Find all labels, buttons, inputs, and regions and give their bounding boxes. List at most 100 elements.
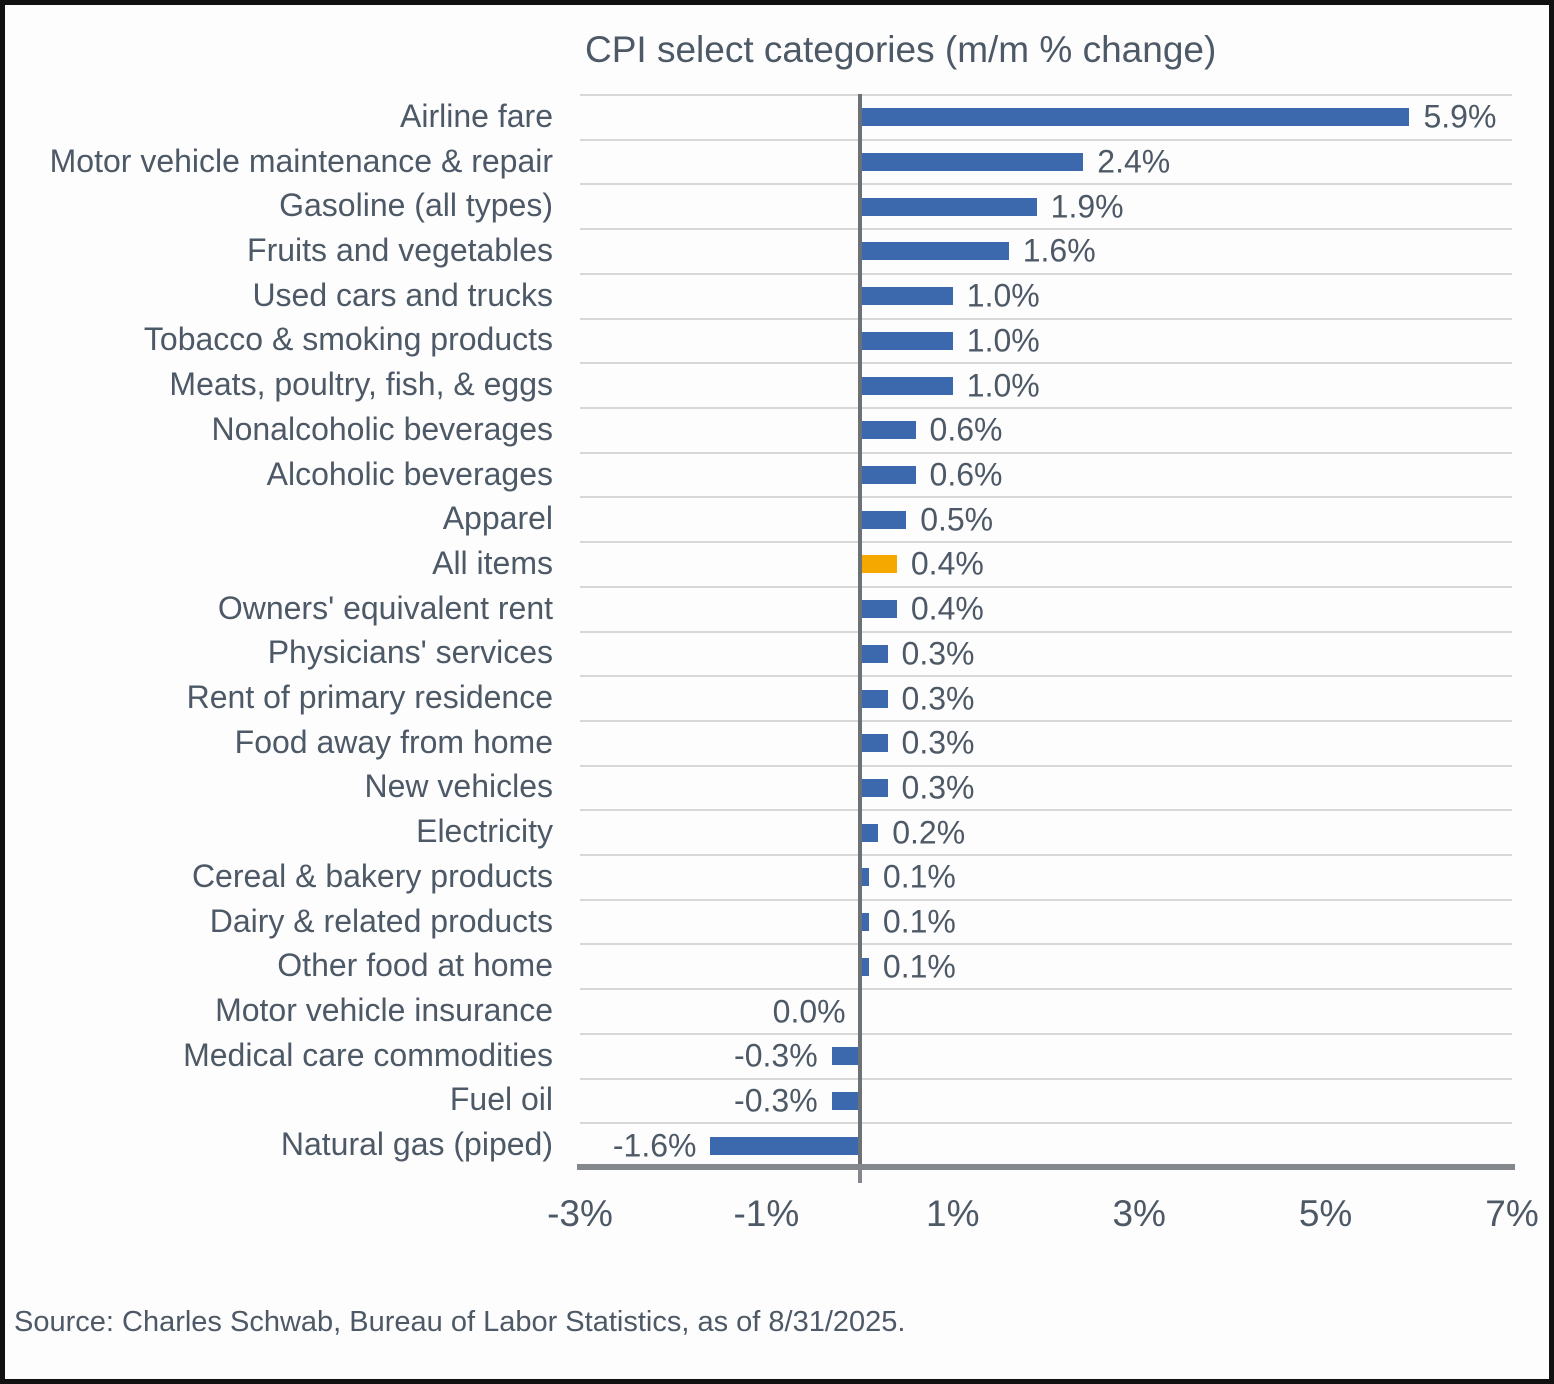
category-label: Motor vehicle maintenance & repair <box>49 142 553 179</box>
bar <box>859 823 879 842</box>
bar-row: 1.0% <box>580 272 1512 318</box>
value-label: 2.4% <box>1097 143 1171 180</box>
x-tick-label: -1% <box>733 1193 800 1234</box>
bar-row: 1.0% <box>580 317 1512 363</box>
bar-row: 0.0% <box>580 988 1512 1033</box>
bar <box>859 421 916 440</box>
value-label: 0.6% <box>929 456 1003 493</box>
category-label: New vehicles <box>364 768 553 805</box>
x-tick-row: -3% -1% 1% 3% 5% 7% <box>547 1193 1539 1243</box>
bar-row: 0.2% <box>580 809 1512 854</box>
bar <box>710 1136 860 1155</box>
value-label: -0.3% <box>734 1082 818 1119</box>
bar <box>859 242 1009 261</box>
value-label: -0.3% <box>734 1037 818 1074</box>
bar-highlighted <box>859 555 897 574</box>
value-label: 0.1% <box>882 948 956 985</box>
bar-row: 0.3% <box>580 630 1512 676</box>
value-label: 0.1% <box>882 903 956 940</box>
value-label: 0.3% <box>901 635 975 672</box>
bar <box>831 1091 860 1110</box>
value-label: -1.6% <box>612 1127 697 1164</box>
zero-axis-line <box>857 94 862 1167</box>
category-label: Used cars and trucks <box>252 276 553 313</box>
x-tick-label: 7% <box>1485 1193 1539 1234</box>
x-tick-label: 3% <box>1112 1193 1166 1234</box>
category-label: Medical care commodities <box>183 1036 553 1073</box>
bar <box>859 197 1037 216</box>
category-label: Owners' equivalent rent <box>217 589 553 626</box>
value-label: 5.9% <box>1423 98 1497 135</box>
bar-row: 0.3% <box>580 675 1512 720</box>
bar <box>859 644 888 663</box>
value-label: 0.2% <box>892 814 966 851</box>
bar-row: 0.1% <box>580 943 1512 988</box>
bar-row: 2.4% <box>580 138 1512 184</box>
category-label: Nonalcoholic beverages <box>211 410 553 447</box>
plot-area: 5.9% 2.4% 1.9% 1.6% 1.0% 1.0% 1.0% 0.6% 0.6% 0.5%… <box>580 94 1512 1167</box>
bar <box>859 778 888 797</box>
category-label: Dairy & related products <box>209 902 553 939</box>
value-label: 0.3% <box>901 724 975 761</box>
category-label: Meats, poultry, fish, & eggs <box>169 366 553 403</box>
bar <box>859 376 953 395</box>
category-labels: Airline fare Motor vehicle maintenance & … <box>11 94 553 1167</box>
category-label: Apparel <box>442 500 553 537</box>
source-note: Source: Charles Schwab, Bureau of Labor … <box>14 1306 906 1338</box>
bar-row: 1.0% <box>580 362 1512 407</box>
bar <box>859 957 869 976</box>
category-label: Airline fare <box>400 97 553 134</box>
category-label: Electricity <box>416 813 553 850</box>
bar-row: 0.5% <box>580 496 1512 541</box>
bar-row: 0.4% <box>580 585 1512 631</box>
bar-row: 5.9% <box>580 94 1512 139</box>
category-label: All items <box>432 544 553 581</box>
bar-row: -0.3% <box>580 1032 1512 1078</box>
bar <box>859 153 1084 172</box>
chart-title: CPI select categories (m/m % change) <box>585 29 1217 70</box>
value-label: 0.3% <box>901 680 975 717</box>
bar <box>831 1047 860 1066</box>
bar <box>859 331 953 350</box>
category-label: Cereal & bakery products <box>191 857 553 894</box>
category-label: Physicians' services <box>267 634 553 671</box>
value-label: 1.9% <box>1050 188 1124 225</box>
category-label: Alcoholic beverages <box>266 455 553 492</box>
value-label: 0.0% <box>772 993 846 1029</box>
category-label: Food away from home <box>234 723 553 760</box>
bar <box>859 734 888 753</box>
category-label: Tobacco & smoking products <box>143 321 553 358</box>
bar-row: 0.1% <box>580 898 1512 944</box>
bar-row: 0.3% <box>580 719 1512 765</box>
x-tick-label: -3% <box>547 1193 613 1234</box>
bar <box>859 108 1410 127</box>
value-label: 0.3% <box>901 769 975 806</box>
bar <box>859 913 869 932</box>
bar <box>859 466 916 484</box>
category-label: Motor vehicle insurance <box>215 992 553 1028</box>
value-label: 0.1% <box>882 858 956 895</box>
value-label: 0.5% <box>920 501 994 538</box>
value-label: 1.6% <box>1022 232 1096 269</box>
bar-row: 0.1% <box>580 854 1512 899</box>
bar-row: 0.3% <box>580 764 1512 810</box>
x-tick-label: 1% <box>926 1193 980 1234</box>
value-label: 0.4% <box>910 590 984 627</box>
bar-row: -0.3% <box>580 1077 1512 1123</box>
bar-row: 0.6% <box>580 451 1512 497</box>
bar <box>859 287 953 306</box>
category-label: Fruits and vegetables <box>247 231 553 268</box>
value-label: 1.0% <box>966 322 1040 359</box>
bar-row: -1.6% <box>580 1122 1512 1167</box>
bar-row: 0.6% <box>580 406 1512 452</box>
bar <box>859 689 888 708</box>
bar <box>859 868 869 887</box>
category-label: Natural gas (piped) <box>280 1126 553 1163</box>
value-label: 0.4% <box>910 545 984 582</box>
bar <box>859 600 897 619</box>
bar-row: 1.9% <box>580 183 1512 228</box>
category-label: Gasoline (all types) <box>279 187 553 224</box>
bar-row: 1.6% <box>580 228 1512 273</box>
category-label: Fuel oil <box>449 1081 553 1118</box>
